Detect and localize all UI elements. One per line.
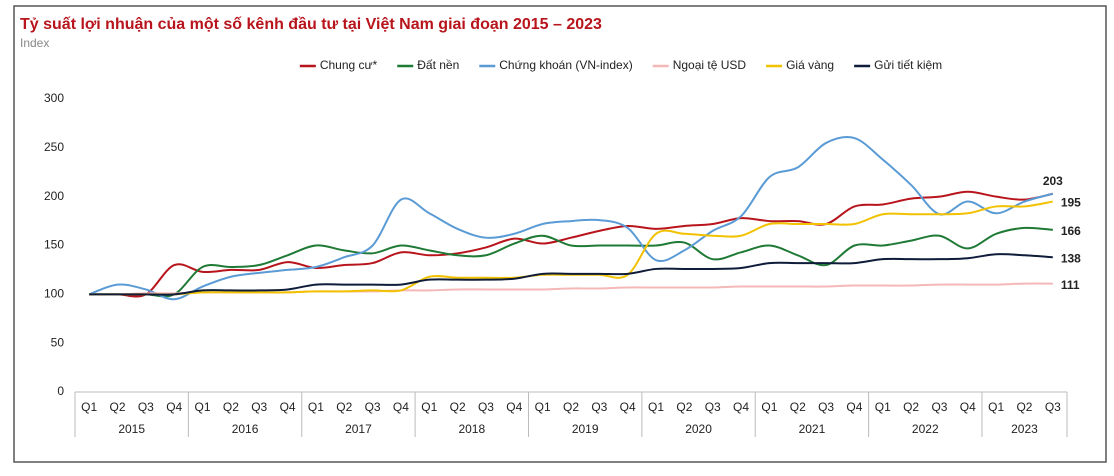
x-tick-label: Q1 [421,400,437,414]
x-tick-label: Q1 [875,400,891,414]
x-tick-label: Q3 [251,400,267,414]
x-tick-label: Q2 [223,400,239,414]
chart-title: Tỷ suất lợi nhuận của một số kênh đầu tư… [20,16,602,33]
y-tick-label: 50 [51,335,65,349]
x-tick-label: Q3 [591,400,607,414]
x-tick-label: Q4 [846,400,862,414]
series-line [89,190,1054,298]
frame [13,5,1107,463]
x-tick-label: Q4 [506,400,522,414]
x-tick-label: Q1 [988,400,1004,414]
x-tick-label: Q3 [705,400,721,414]
x-group-label: 2022 [912,422,939,436]
x-tick-label: Q4 [280,400,296,414]
x-group-label: 2015 [118,422,145,436]
x-tick-label: Q2 [676,400,692,414]
legend-label: Gửi tiết kiệm [874,58,942,72]
legend-label: Giá vàng [786,58,834,72]
x-tick-label: Q4 [393,400,409,414]
y-tick-label: 250 [44,140,64,154]
x-tick-label: Q2 [450,400,466,414]
x-tick-label: Q3 [931,400,947,414]
chart-subtitle: Index [20,36,49,50]
end-label: 166 [1061,224,1081,238]
x-group-label: 2019 [572,422,599,436]
x-tick-label: Q1 [535,400,551,414]
x-tick-label: Q4 [960,400,976,414]
series-line [89,253,1053,296]
x-tick-label: Q1 [761,400,777,414]
x-tick-label: Q3 [818,400,834,414]
legend-label: Ngoại tệ USD [673,58,747,72]
x-tick-label: Q1 [648,400,664,414]
x-tick-label: Q2 [563,400,579,414]
x-tick-label: Q1 [195,400,211,414]
legend-label: Chung cư* [320,58,378,72]
y-tick-label: 300 [44,91,64,105]
x-group-label: 2016 [232,422,259,436]
x-tick-label: Q4 [733,400,749,414]
series-line [88,135,1054,301]
x-tick-label: Q2 [336,400,352,414]
x-tick-label: Q1 [308,400,324,414]
x-tick-label: Q2 [903,400,919,414]
x-tick-label: Q2 [790,400,806,414]
y-tick-label: 200 [44,189,64,203]
x-group-label: 2020 [685,422,712,436]
y-tick-label: 150 [44,238,64,252]
x-tick-label: Q2 [1016,400,1032,414]
x-tick-label: Q2 [110,400,126,414]
x-tick-label: Q3 [138,400,154,414]
y-tick-label: 0 [57,384,64,398]
y-tick-label: 100 [44,287,64,301]
x-tick-label: Q3 [365,400,381,414]
x-tick-label: Q3 [478,400,494,414]
end-label: 203 [1043,174,1063,188]
series-line [89,226,1053,298]
x-group-label: 2021 [799,422,826,436]
end-label: 111 [1061,278,1080,292]
x-group-label: 2017 [345,422,372,436]
x-tick-label: Q3 [1045,400,1061,414]
x-tick-label: Q4 [166,400,182,414]
series-line [89,200,1054,296]
legend-label: Đất nền [417,58,459,72]
x-tick-label: Q1 [81,400,97,414]
end-label: 195 [1061,196,1081,210]
end-label: 138 [1061,251,1081,265]
x-tick-label: Q4 [620,400,636,414]
legend-label: Chứng khoán (VN-index) [499,58,632,72]
x-group-label: 2023 [1011,422,1038,436]
x-group-label: 2018 [458,422,485,436]
